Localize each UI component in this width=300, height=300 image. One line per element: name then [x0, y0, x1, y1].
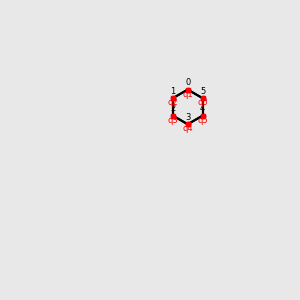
- Text: q4: q4: [182, 124, 193, 133]
- Text: 3: 3: [185, 112, 190, 122]
- Text: q1: q1: [182, 89, 193, 98]
- Text: q5: q5: [197, 116, 208, 124]
- Text: q0: q0: [197, 98, 208, 107]
- Text: q2: q2: [167, 98, 178, 107]
- Text: q3: q3: [167, 116, 178, 124]
- Text: 4: 4: [200, 104, 205, 113]
- Text: 5: 5: [200, 87, 205, 96]
- Text: 2: 2: [170, 104, 175, 113]
- Text: 1: 1: [170, 87, 175, 96]
- Text: 0: 0: [185, 78, 190, 87]
